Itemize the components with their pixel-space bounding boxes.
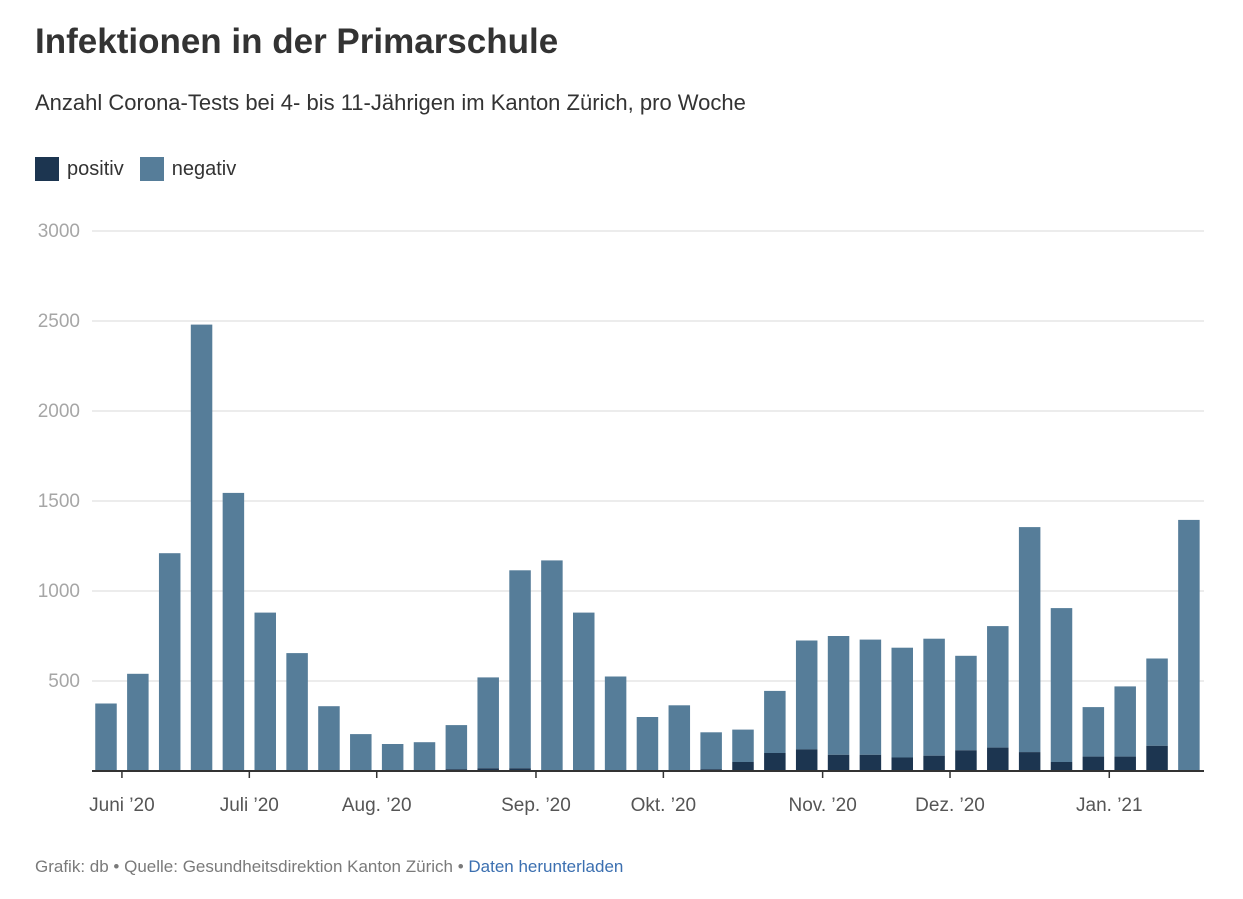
bar-positiv <box>795 749 818 771</box>
bar-positiv <box>923 755 945 771</box>
bar-negativ <box>286 653 308 771</box>
x-tick-label: Aug. ’20 <box>342 795 412 816</box>
footer-source: Quelle: Gesundheitsdirektion Kanton Züri… <box>124 857 453 876</box>
bar-negativ <box>700 732 722 770</box>
bar-negativ <box>158 553 181 771</box>
bar-negativ <box>764 690 786 753</box>
chart-title: Infektionen in der Primarschule <box>35 22 559 61</box>
bar-negativ <box>1018 527 1041 753</box>
legend-item-positiv[interactable]: positiv <box>35 157 124 181</box>
x-tick-label: Sep. ’20 <box>501 795 571 816</box>
bar-negativ <box>477 677 499 769</box>
footer-separator: • <box>452 857 469 876</box>
bar-negativ <box>413 742 436 771</box>
legend-item-negativ[interactable]: negativ <box>139 157 237 181</box>
bar-positiv <box>509 768 531 771</box>
x-tick-label: Dez. ’20 <box>915 795 985 816</box>
bar-positiv <box>891 757 913 771</box>
x-tick-label: Okt. ’20 <box>631 795 696 816</box>
bar-positiv <box>1082 756 1105 771</box>
bar-negativ <box>318 706 340 771</box>
bar-positiv <box>1146 745 1168 771</box>
y-tick-label: 2500 <box>38 311 80 332</box>
bar-negativ <box>1050 608 1073 762</box>
bar-positiv <box>987 747 1009 771</box>
bar-negativ <box>1082 707 1105 757</box>
bar-negativ <box>891 647 913 758</box>
bar-positiv <box>764 753 786 771</box>
bar-negativ <box>509 570 531 769</box>
y-tick-label: 3000 <box>38 221 80 242</box>
x-tick-label: Jan. ’21 <box>1076 795 1143 816</box>
bar-negativ <box>636 717 659 771</box>
bar-positiv <box>955 750 977 771</box>
x-tick-label: Juni ’20 <box>89 795 155 816</box>
bar-negativ <box>795 640 818 750</box>
bar-negativ <box>604 676 627 771</box>
x-tick-label: Juli ’20 <box>220 795 279 816</box>
bar-negativ <box>859 639 882 755</box>
bar-negativ <box>668 705 691 771</box>
bar-negativ <box>1146 658 1168 746</box>
bar-positiv <box>732 762 754 771</box>
bar-negativ <box>732 729 754 762</box>
bar-negativ <box>127 673 149 771</box>
bar-negativ <box>955 655 977 751</box>
y-tick-label: 2000 <box>38 401 80 422</box>
bar-negativ <box>573 612 595 771</box>
bar-positiv <box>1018 752 1041 771</box>
bar-negativ <box>350 734 372 771</box>
bar-positiv <box>1050 762 1073 771</box>
y-tick-label: 500 <box>48 671 80 692</box>
footer-separator: • <box>108 857 125 876</box>
bar-positiv <box>477 768 499 771</box>
download-data-link[interactable]: Daten herunterladen <box>468 857 624 876</box>
y-tick-label: 1000 <box>38 581 80 602</box>
legend: positiv negativ <box>35 157 236 181</box>
bar-negativ <box>1114 686 1136 757</box>
bar-negativ <box>254 612 276 771</box>
bar-negativ <box>1178 519 1200 771</box>
bar-negativ <box>445 725 468 770</box>
chart-subtitle: Anzahl Corona-Tests bei 4- bis 11-Jährig… <box>35 90 746 115</box>
bar-negativ <box>190 324 213 771</box>
x-tick-label: Nov. ’20 <box>788 795 856 816</box>
legend-swatch-negativ <box>139 157 164 181</box>
bar-negativ <box>827 636 850 755</box>
bar-negativ <box>381 744 404 771</box>
y-tick-label: 1500 <box>38 491 80 512</box>
bar-negativ <box>95 703 117 771</box>
footer: Grafik: db • Quelle: Gesundheitsdirektio… <box>35 857 623 877</box>
bar-positiv <box>827 754 850 771</box>
legend-label-positiv: positiv <box>67 157 124 180</box>
legend-label-negativ: negativ <box>171 157 237 180</box>
bar-negativ <box>923 638 945 756</box>
bar-negativ <box>987 626 1009 748</box>
bar-negativ <box>222 492 245 771</box>
footer-credit: Grafik: db <box>35 857 109 876</box>
bar-positiv <box>1114 756 1136 771</box>
legend-swatch-positiv <box>35 157 59 181</box>
bar-negativ <box>541 560 563 771</box>
bar-positiv <box>859 754 882 771</box>
